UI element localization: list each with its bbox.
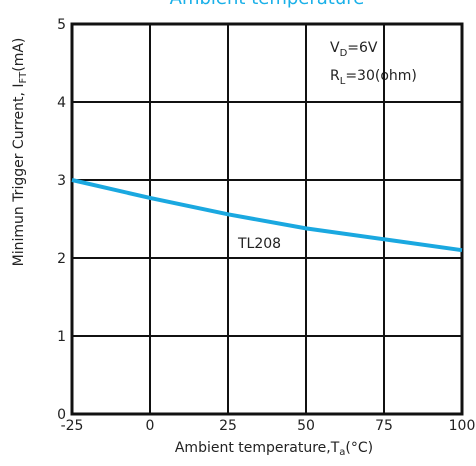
x-label-sub: a (339, 447, 345, 458)
x-tick-label: 75 (375, 418, 393, 434)
y-axis-label: Minimun Trigger Current, IFT(mA) (11, 38, 29, 267)
x-tick-label: 25 (219, 418, 237, 434)
annotation-rest: =6V (347, 40, 378, 56)
y-tick-label: 1 (57, 329, 66, 345)
y-tick-label: 5 (57, 17, 66, 33)
annotation: VD=6V (330, 40, 378, 59)
x-label-text: Ambient temperature,T (175, 440, 340, 456)
annotation-text: V (330, 40, 340, 56)
annotation: RL=30(ohm) (330, 68, 417, 87)
y-label-sub: FT (18, 71, 29, 84)
y-tick-label: 3 (57, 173, 66, 189)
x-tick-label: 100 (449, 418, 476, 434)
series-line (71, 178, 463, 253)
y-tick-label: 0 (57, 407, 66, 423)
annotation-rest: =30(ohm) (345, 68, 417, 84)
x-tick-label: -25 (61, 418, 84, 434)
x-tick-label: 50 (297, 418, 315, 434)
annotation-sub: D (340, 48, 348, 59)
y-label-rest: (mA) (11, 38, 27, 72)
y-tick-label: 4 (57, 95, 66, 111)
y-label-text: Minimun Trigger Current, I (11, 83, 27, 266)
x-label-rest: (°C) (345, 440, 373, 456)
y-tick-label: 2 (57, 251, 66, 267)
chart-title: Ambient temperature (170, 0, 365, 9)
x-axis-label: Ambient temperature,Ta(°C) (175, 440, 373, 458)
annotation-text: R (330, 68, 340, 84)
annotation-sub: L (340, 76, 346, 87)
x-tick-label: 0 (146, 418, 155, 434)
plot-frame (70, 22, 464, 416)
series-label: TL208 (237, 236, 281, 252)
